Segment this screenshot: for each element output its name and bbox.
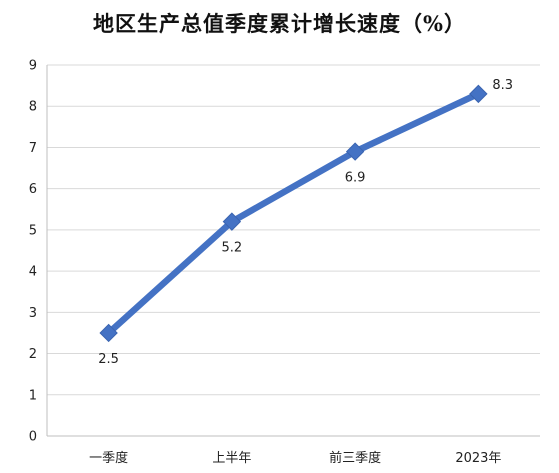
series-markers — [99, 84, 488, 343]
series-line — [105, 90, 482, 337]
chart-title: 地区生产总值季度累计增长速度（%） — [93, 11, 466, 36]
y-tick-label: 6 — [29, 182, 37, 197]
data-point-marker — [222, 212, 242, 231]
series-line-path — [105, 90, 482, 337]
data-point-marker — [99, 323, 118, 343]
data-label: 5.2 — [222, 241, 243, 256]
y-tick-label: 7 — [29, 141, 37, 156]
y-tick-label: 8 — [29, 100, 37, 115]
data-label: 2.5 — [98, 352, 119, 367]
y-tick-label: 3 — [29, 306, 37, 321]
axes: 0 1 2 3 4 5 6 7 8 9 一季度 上半年 前三季度 2023年 — [29, 59, 540, 466]
data-label: 6.9 — [345, 171, 366, 186]
y-tick-label: 9 — [29, 59, 37, 74]
data-label: 8.3 — [492, 78, 513, 93]
y-tick-label: 1 — [29, 388, 37, 403]
y-tick-label: 0 — [29, 430, 37, 445]
data-labels: 2.5 5.2 6.9 8.3 — [98, 78, 513, 367]
data-point-marker — [469, 84, 488, 104]
x-tick-label: 前三季度 — [329, 450, 381, 466]
x-tick-label: 上半年 — [212, 451, 251, 466]
x-tick-label: 一季度 — [89, 450, 128, 466]
y-tick-label: 5 — [29, 223, 37, 238]
y-tick-label: 4 — [29, 265, 37, 280]
x-tick-label: 2023年 — [455, 451, 501, 466]
grid-lines — [47, 64, 540, 396]
y-tick-label: 2 — [29, 347, 37, 362]
data-point-marker — [345, 142, 365, 161]
